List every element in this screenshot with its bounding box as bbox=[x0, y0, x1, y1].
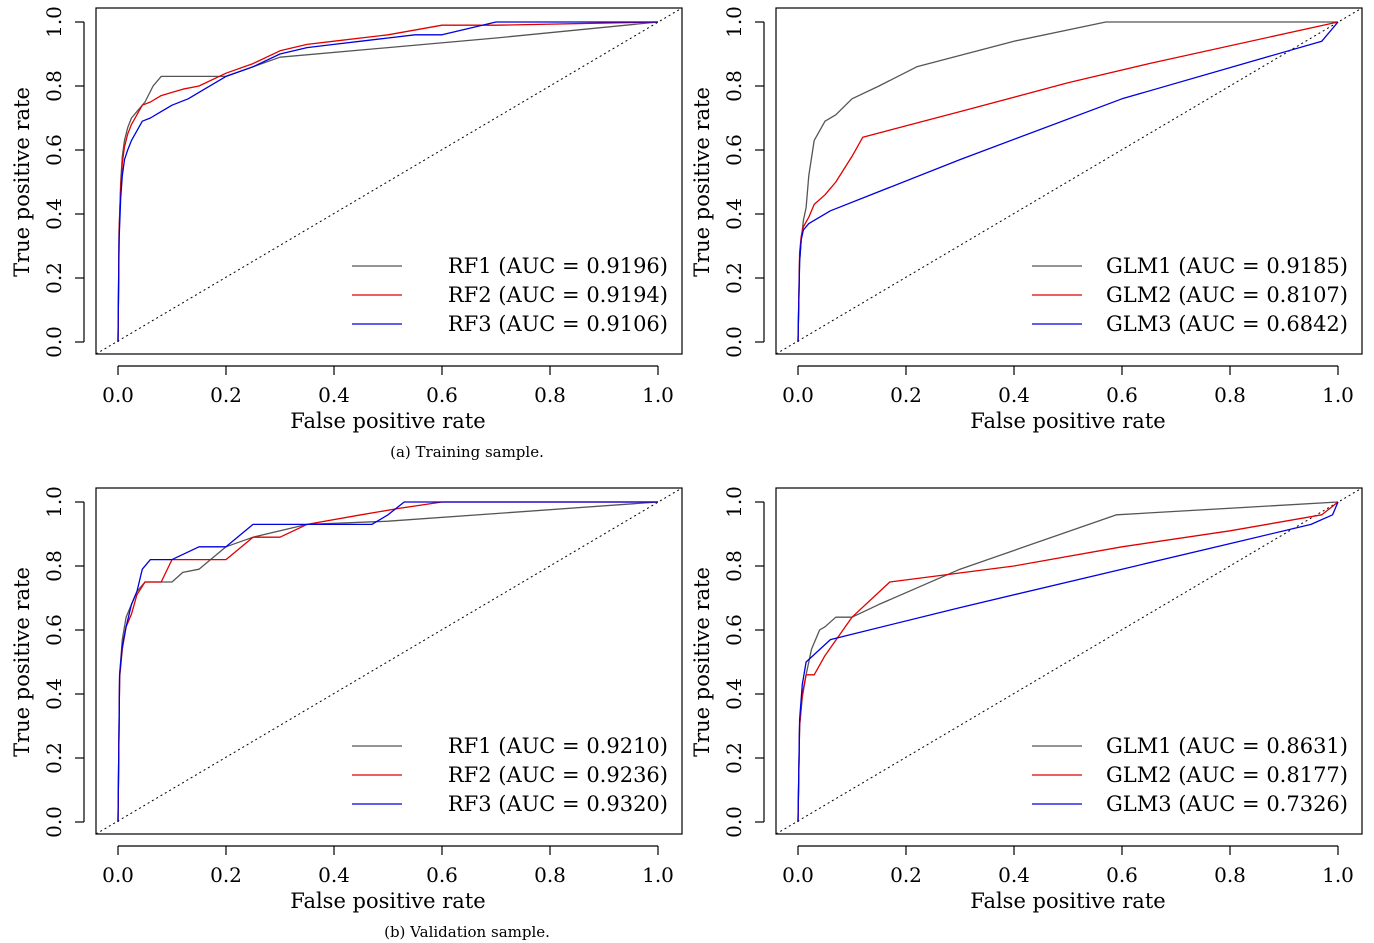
x-tick-label: 0.8 bbox=[534, 383, 566, 407]
x-tick-label: 0.2 bbox=[210, 863, 242, 887]
y-tick-label: 0.0 bbox=[42, 806, 66, 838]
roc-panel-3: 0.0 0.2 0.4 0.6 0.8 1.0 False positive rate 0.0… bbox=[10, 486, 683, 913]
x-tick-label: 0.8 bbox=[1214, 863, 1246, 887]
plot-frame bbox=[95, 7, 683, 355]
x-tick-label: 0.0 bbox=[102, 383, 134, 407]
y-tick-label: 0.6 bbox=[42, 134, 66, 166]
diagonal-reference-line bbox=[775, 487, 1363, 835]
legend-label: RF1 (AUC = 0.9196) bbox=[448, 254, 668, 278]
x-tick-label: 0.6 bbox=[426, 383, 458, 407]
x-axis-title: False positive rate bbox=[970, 889, 1165, 913]
x-tick-label: 0.2 bbox=[890, 383, 922, 407]
y-tick-label: 0.8 bbox=[42, 70, 66, 102]
y-tick-label: 0.4 bbox=[42, 198, 66, 230]
roc-curve-2 bbox=[797, 21, 1339, 343]
y-tick-label: 0.4 bbox=[42, 678, 66, 710]
y-tick-label: 0.2 bbox=[42, 742, 66, 774]
x-tick-label: 0.0 bbox=[782, 863, 814, 887]
legend-label: RF2 (AUC = 0.9194) bbox=[448, 283, 668, 307]
x-tick-label: 0.8 bbox=[1214, 383, 1246, 407]
y-tick-label: 0.8 bbox=[722, 550, 746, 582]
plot-frame bbox=[775, 7, 1363, 355]
diagonal-reference-line bbox=[775, 7, 1363, 355]
roc-curve-1 bbox=[117, 501, 659, 823]
y-tick-label: 1.0 bbox=[722, 486, 746, 518]
caption-training: (a) Training sample. bbox=[390, 443, 544, 461]
legend-label: GLM3 (AUC = 0.7326) bbox=[1106, 792, 1348, 816]
x-tick-label: 0.4 bbox=[998, 383, 1030, 407]
y-axis-title: True positive rate bbox=[10, 87, 34, 277]
legend-label: GLM3 (AUC = 0.6842) bbox=[1106, 312, 1348, 336]
roc-curve-3 bbox=[797, 21, 1339, 343]
y-tick-label: 0.0 bbox=[722, 806, 746, 838]
y-tick-label: 0.0 bbox=[42, 326, 66, 358]
x-axis-title: False positive rate bbox=[290, 889, 485, 913]
x-tick-label: 0.0 bbox=[102, 863, 134, 887]
roc-curve-3 bbox=[117, 21, 658, 343]
x-tick-label: 0.4 bbox=[318, 383, 350, 407]
y-axis-title: True positive rate bbox=[690, 87, 714, 277]
x-axis-title: False positive rate bbox=[970, 409, 1165, 433]
y-axis-title: True positive rate bbox=[690, 567, 714, 757]
x-tick-label: 1.0 bbox=[1322, 863, 1354, 887]
x-tick-label: 0.0 bbox=[782, 383, 814, 407]
x-tick-label: 0.2 bbox=[890, 863, 922, 887]
x-tick-label: 1.0 bbox=[642, 383, 674, 407]
y-tick-label: 0.6 bbox=[42, 614, 66, 646]
y-tick-label: 0.2 bbox=[722, 262, 746, 294]
x-tick-label: 0.2 bbox=[210, 383, 242, 407]
y-tick-label: 1.0 bbox=[42, 486, 66, 518]
legend-label: GLM1 (AUC = 0.8631) bbox=[1106, 734, 1348, 758]
y-tick-label: 1.0 bbox=[722, 6, 746, 38]
y-axis-title: True positive rate bbox=[10, 567, 34, 757]
roc-curve-3 bbox=[117, 501, 658, 823]
x-axis-title: False positive rate bbox=[290, 409, 485, 433]
diagonal-reference-line bbox=[95, 7, 683, 355]
x-tick-label: 0.6 bbox=[1106, 383, 1138, 407]
roc-panel-4: 0.0 0.2 0.4 0.6 0.8 1.0 False positive rate 0.0… bbox=[690, 486, 1363, 913]
legend-label: RF3 (AUC = 0.9106) bbox=[448, 312, 668, 336]
y-tick-label: 0.8 bbox=[722, 70, 746, 102]
roc-curve-2 bbox=[117, 21, 659, 343]
y-tick-label: 0.2 bbox=[722, 742, 746, 774]
x-tick-label: 1.0 bbox=[1322, 383, 1354, 407]
roc-panel-1: 0.0 0.2 0.4 0.6 0.8 1.0 False positive rate 0.0… bbox=[10, 6, 683, 433]
x-tick-label: 1.0 bbox=[642, 863, 674, 887]
diagonal-reference-line bbox=[95, 487, 683, 835]
y-tick-label: 1.0 bbox=[42, 6, 66, 38]
y-tick-label: 0.2 bbox=[42, 262, 66, 294]
legend-label: GLM1 (AUC = 0.9185) bbox=[1106, 254, 1348, 278]
y-tick-label: 0.8 bbox=[42, 550, 66, 582]
x-tick-label: 0.4 bbox=[318, 863, 350, 887]
x-tick-label: 0.6 bbox=[1106, 863, 1138, 887]
x-tick-label: 0.4 bbox=[998, 863, 1030, 887]
y-tick-label: 0.6 bbox=[722, 614, 746, 646]
legend-label: RF1 (AUC = 0.9210) bbox=[448, 734, 668, 758]
legend-label: GLM2 (AUC = 0.8177) bbox=[1106, 763, 1348, 787]
y-tick-label: 0.0 bbox=[722, 326, 746, 358]
legend-label: RF3 (AUC = 0.9320) bbox=[448, 792, 668, 816]
legend-label: RF2 (AUC = 0.9236) bbox=[448, 763, 668, 787]
caption-validation: (b) Validation sample. bbox=[384, 923, 550, 941]
x-tick-label: 0.6 bbox=[426, 863, 458, 887]
plot-frame bbox=[775, 487, 1363, 835]
roc-curve-3 bbox=[797, 501, 1339, 823]
y-tick-label: 0.4 bbox=[722, 678, 746, 710]
plot-frame bbox=[95, 487, 683, 835]
legend-label: GLM2 (AUC = 0.8107) bbox=[1106, 283, 1348, 307]
x-tick-label: 0.8 bbox=[534, 863, 566, 887]
roc-curve-2 bbox=[797, 501, 1339, 823]
y-tick-label: 0.4 bbox=[722, 198, 746, 230]
roc-panel-2: 0.0 0.2 0.4 0.6 0.8 1.0 False positive rate 0.0… bbox=[690, 6, 1363, 433]
y-tick-label: 0.6 bbox=[722, 134, 746, 166]
